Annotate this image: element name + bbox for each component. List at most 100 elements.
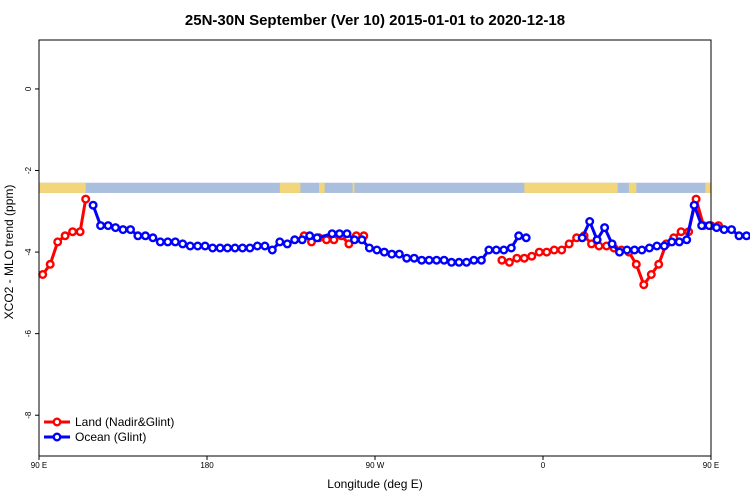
data-point xyxy=(155,237,165,247)
chart-title: 25N-30N September (Ver 10) 2015-01-01 to… xyxy=(185,12,565,29)
data-point xyxy=(534,247,544,257)
land-ocean-mask xyxy=(39,182,711,193)
data-point xyxy=(342,229,352,239)
data-point xyxy=(125,225,135,235)
x-axis: 90 E 180 90 W 0 90 E xyxy=(31,456,719,470)
y-tick-label: 0 xyxy=(24,86,33,91)
data-point xyxy=(521,233,531,243)
data-point xyxy=(484,245,494,255)
data-point xyxy=(447,257,457,267)
land-segment xyxy=(352,182,355,193)
data-point xyxy=(237,243,247,253)
data-point xyxy=(290,235,300,245)
data-point xyxy=(200,241,210,251)
data-point xyxy=(654,259,664,269)
legend-marker xyxy=(52,432,62,442)
data-point xyxy=(327,229,337,239)
data-point xyxy=(712,223,722,233)
data-point xyxy=(387,249,397,259)
data-point xyxy=(297,235,307,245)
x-tick-label: 90 E xyxy=(703,461,719,470)
data-point xyxy=(637,245,647,255)
data-point xyxy=(96,221,106,231)
series-line xyxy=(91,203,750,264)
data-point xyxy=(222,243,232,253)
y-axis-label: XCO2 - MLO trend (ppm) xyxy=(2,185,16,320)
data-point xyxy=(350,235,360,245)
x-tick-label: 180 xyxy=(200,461,214,470)
data-point xyxy=(432,255,442,265)
data-point xyxy=(335,229,345,239)
data-point xyxy=(208,243,218,253)
data-point xyxy=(312,233,322,243)
data-point xyxy=(607,239,617,249)
data-point xyxy=(719,225,729,235)
y-axis: 0 -2 -4 -6 -8 xyxy=(24,86,39,419)
data-point xyxy=(697,221,707,231)
data-point xyxy=(542,247,552,257)
ocean-band xyxy=(39,182,711,193)
data-point xyxy=(549,245,559,255)
data-point xyxy=(38,270,48,280)
plot-frame xyxy=(38,39,712,457)
data-point xyxy=(170,237,180,247)
data-point xyxy=(506,243,516,253)
y-tick-label: -6 xyxy=(24,330,33,338)
data-point xyxy=(68,227,78,237)
legend: Land (Nadir&Glint)Ocean (Glint) xyxy=(44,415,174,444)
land-segment xyxy=(39,182,86,193)
land-segment xyxy=(705,182,711,193)
data-point xyxy=(519,253,529,263)
data-point xyxy=(178,239,188,249)
data-point xyxy=(622,245,632,255)
data-point xyxy=(592,235,602,245)
data-point xyxy=(527,251,537,261)
data-point xyxy=(402,253,412,263)
data-point xyxy=(45,259,55,269)
data-point xyxy=(689,200,699,210)
legend-marker xyxy=(52,417,62,427)
data-point xyxy=(615,247,625,257)
x-tick-label: 90 W xyxy=(366,461,385,470)
data-point xyxy=(133,231,143,241)
data-point xyxy=(734,231,744,241)
data-point xyxy=(140,231,150,241)
data-point xyxy=(409,253,419,263)
data-point xyxy=(491,245,501,255)
data-point xyxy=(185,241,195,251)
data-point xyxy=(631,259,641,269)
data-point xyxy=(504,257,514,267)
data-point xyxy=(644,243,654,253)
data-point xyxy=(282,239,292,249)
data-point xyxy=(454,257,464,267)
land-segment xyxy=(628,182,637,193)
data-point xyxy=(118,225,128,235)
data-point xyxy=(512,253,522,263)
data-point xyxy=(587,239,597,249)
data-point xyxy=(75,227,85,237)
series-line xyxy=(41,197,719,287)
data-point xyxy=(676,227,686,237)
data-point xyxy=(379,247,389,257)
data-point xyxy=(148,233,158,243)
data-point xyxy=(476,255,486,265)
data-point xyxy=(193,241,203,251)
data-point xyxy=(364,243,374,253)
y-tick-label: -2 xyxy=(24,166,33,174)
data-point xyxy=(305,231,315,241)
data-point xyxy=(639,280,649,290)
x-tick-label: 0 xyxy=(541,461,546,470)
data-point xyxy=(564,239,574,249)
data-point xyxy=(230,243,240,253)
x-tick-label: 90 E xyxy=(31,461,47,470)
data-point xyxy=(682,235,692,245)
data-point xyxy=(81,194,91,204)
y-tick-label: -8 xyxy=(24,411,33,419)
data-point xyxy=(577,233,587,243)
data-point xyxy=(322,235,332,245)
data-point xyxy=(514,231,524,241)
data-point xyxy=(394,249,404,259)
data-point xyxy=(252,241,262,251)
data-point xyxy=(674,237,684,247)
